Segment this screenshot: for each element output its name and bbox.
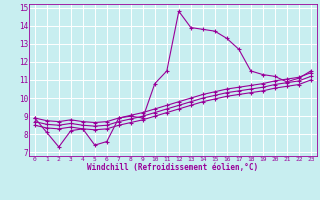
X-axis label: Windchill (Refroidissement éolien,°C): Windchill (Refroidissement éolien,°C): [87, 163, 258, 172]
